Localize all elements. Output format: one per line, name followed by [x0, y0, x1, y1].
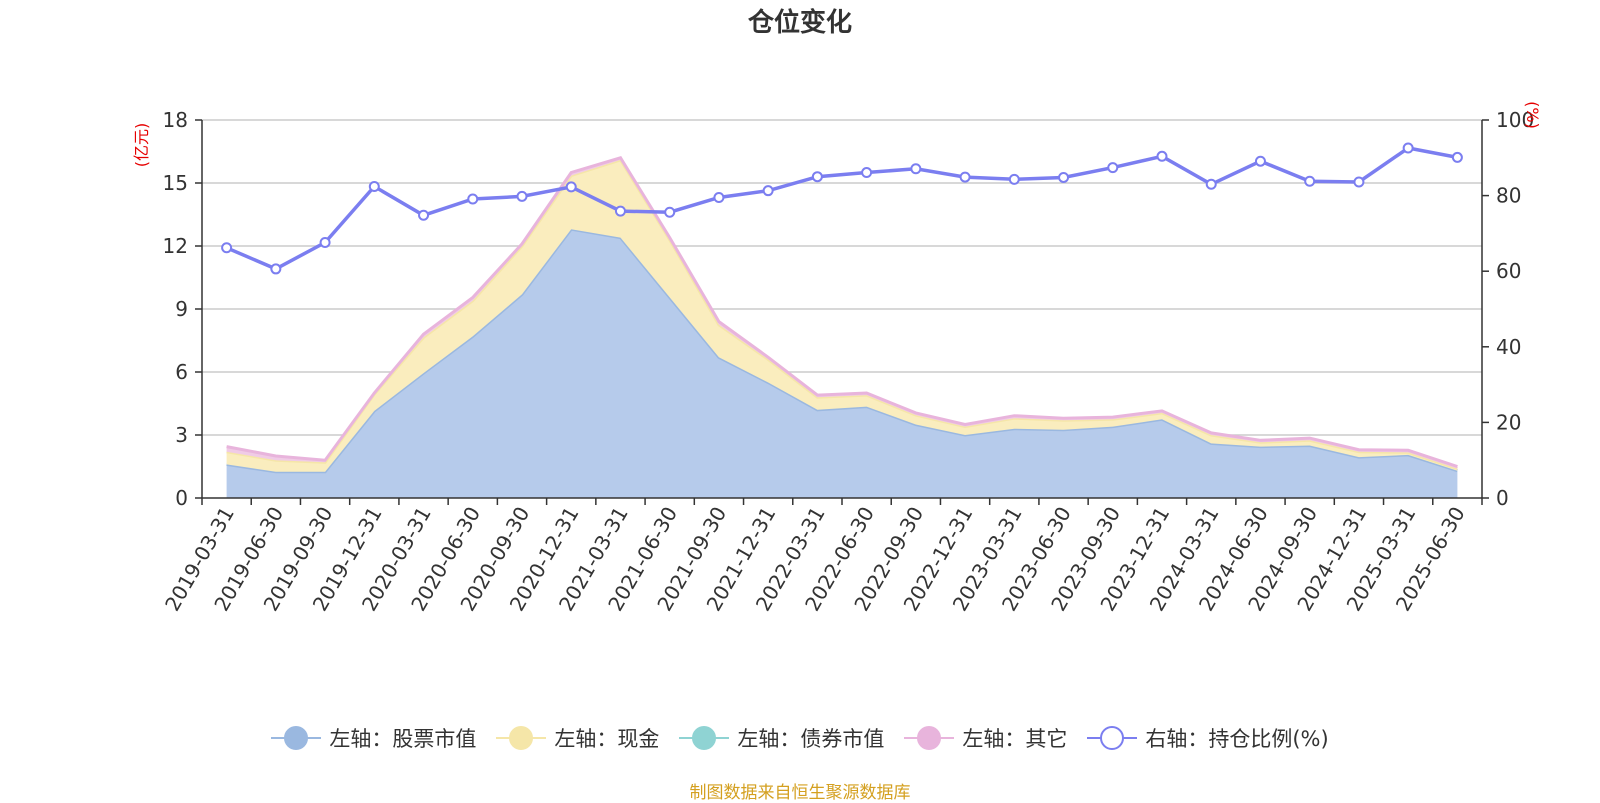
area-f5e6a8	[226, 159, 1458, 472]
right-axis-unit: (%)	[1523, 101, 1542, 129]
ratio-point	[664, 206, 676, 218]
ratio-point	[565, 181, 577, 193]
left-axis-tick-label: 6	[175, 360, 188, 384]
right-axis-tick-label: 20	[1496, 410, 1521, 434]
ratio-point	[221, 242, 233, 254]
ratio-point	[368, 181, 380, 193]
ratio-point	[614, 205, 626, 217]
right-axis-tick-label: 100	[1496, 108, 1534, 132]
left-axis-unit: (亿元)	[132, 123, 151, 168]
legend: 左轴：股票市值 左轴：现金 左轴：债券市值 左轴：其它 右轴：持仓比例(%)	[0, 722, 1600, 754]
ratio-point	[270, 263, 282, 275]
left-axis-tick-label: 18	[163, 108, 188, 132]
legend-label: 左轴：其它	[962, 727, 1068, 751]
ratio-point	[762, 185, 774, 197]
legend-marker-icon	[1087, 726, 1138, 750]
left-axis-tick-label: 0	[175, 486, 188, 510]
legend-label: 左轴：股票市值	[329, 727, 477, 751]
ratio-point	[1156, 150, 1168, 162]
ratio-point	[1058, 171, 1070, 183]
ratio-line-path	[225, 146, 1458, 271]
ratio-point	[861, 167, 873, 179]
ratio-point	[1353, 176, 1365, 188]
source-note: 制图数据来自恒生聚源数据库	[689, 783, 911, 803]
area-edge	[226, 156, 1458, 468]
legend-label: 左轴：现金	[554, 727, 660, 751]
legend-item[interactable]: 左轴：股票市值	[271, 723, 476, 753]
left-axis-tick-label: 15	[163, 171, 188, 195]
ratio-point	[1304, 175, 1316, 187]
ratio-point	[1402, 142, 1414, 154]
left-axis-tick-label: 12	[163, 234, 188, 258]
legend-item[interactable]: 左轴：现金	[496, 723, 659, 753]
ratio-point	[811, 171, 823, 183]
ratio-point	[1254, 155, 1266, 167]
legend-item[interactable]: 左轴：债券市值	[679, 723, 884, 753]
ratio-point	[1008, 173, 1020, 185]
left-axis-tick-label: 9	[175, 297, 188, 321]
axes: 03691215180204060801002019-03-312019-06-…	[160, 108, 1534, 615]
legend-marker-icon	[496, 726, 547, 750]
chart-title: 仓位变化	[747, 8, 852, 38]
right-axis-tick-label: 40	[1496, 335, 1521, 359]
ratio-point	[1205, 178, 1217, 190]
legend-marker-icon	[679, 726, 730, 750]
ratio-point	[319, 236, 331, 248]
ratio-point	[1451, 151, 1463, 163]
ratio-point	[1107, 162, 1119, 174]
left-axis-tick-label: 3	[175, 423, 188, 447]
legend-marker-icon	[271, 726, 322, 750]
ratio-point	[910, 163, 922, 175]
right-axis-tick-label: 0	[1496, 486, 1509, 510]
ratio-line	[221, 142, 1463, 275]
area-9ab8e0	[226, 229, 1458, 498]
ratio-point	[713, 191, 725, 203]
legend-marker-icon	[904, 726, 955, 750]
ratio-point	[467, 193, 479, 205]
right-axis-tick-label: 80	[1496, 184, 1521, 208]
ratio-point	[418, 209, 430, 221]
ratio-point	[516, 190, 528, 202]
area-edge	[226, 227, 1458, 474]
legend-item[interactable]: 左轴：其它	[904, 723, 1067, 753]
stacked-areas	[226, 156, 1458, 498]
legend-item[interactable]: 右轴：持仓比例(%)	[1087, 723, 1329, 753]
legend-label: 左轴：债券市值	[737, 727, 885, 751]
legend-label: 右轴：持仓比例(%)	[1145, 727, 1329, 751]
right-axis-tick-label: 60	[1496, 259, 1521, 283]
ratio-point	[959, 171, 971, 183]
